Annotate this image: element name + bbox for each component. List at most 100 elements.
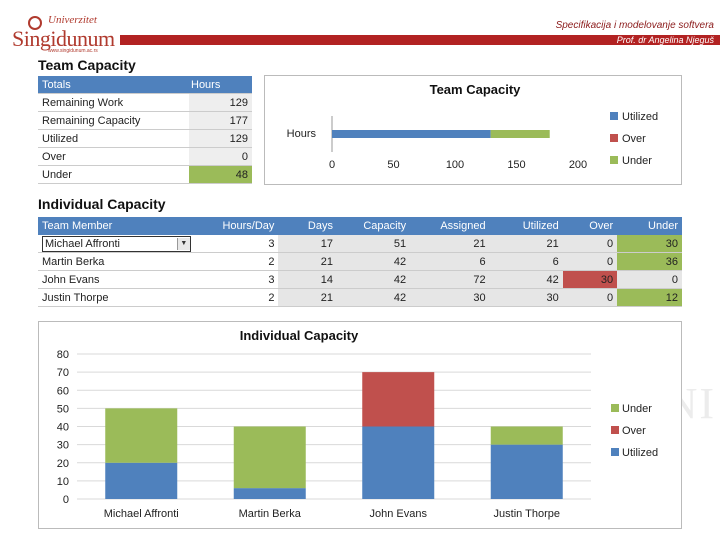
table-row: John Evans 3 14 42 72 42 30 0 bbox=[38, 270, 682, 289]
logo-top-text: Univerzitet bbox=[48, 14, 97, 26]
totals-row-value: 48 bbox=[189, 165, 252, 184]
member-name: Justin Thorpe bbox=[42, 291, 109, 304]
bar-utilized bbox=[233, 488, 306, 499]
university-logo: Univerzitet Singidunum www.singidunum.ac… bbox=[10, 14, 120, 54]
y-tick-label: 10 bbox=[57, 476, 69, 488]
days-cell: 14 bbox=[278, 270, 337, 289]
legend-label: Utilized bbox=[622, 447, 658, 459]
hours-day-cell: 3 bbox=[194, 270, 279, 289]
individual-capacity-title: Individual Capacity bbox=[38, 196, 166, 212]
bar-utilized bbox=[332, 130, 491, 138]
bar-utilized bbox=[490, 444, 563, 499]
table-row: Justin Thorpe 2 21 42 30 30 0 12 bbox=[38, 288, 682, 307]
hours-day-cell: 2 bbox=[194, 252, 279, 271]
y-tick-label: 30 bbox=[57, 440, 69, 452]
legend-label: Under bbox=[622, 155, 652, 167]
hours-day-cell: 2 bbox=[194, 288, 279, 307]
header-title: Specifikacija i modelovanje softvera bbox=[555, 20, 714, 31]
individual-table: Team Member Hours/Day Days Capacity Assigned… bbox=[38, 217, 682, 307]
assigned-cell: 30 bbox=[410, 288, 490, 307]
totals-header-value: Hours bbox=[189, 76, 252, 94]
column-header: Assigned bbox=[410, 217, 490, 235]
utilized-cell: 6 bbox=[489, 252, 563, 271]
x-tick-label: 150 bbox=[507, 159, 525, 171]
bar-under bbox=[233, 426, 306, 489]
totals-row: Under 48 bbox=[38, 165, 252, 184]
totals-row: Remaining Work 129 bbox=[38, 93, 252, 112]
under-cell: 0 bbox=[617, 270, 682, 289]
team-member-dropdown[interactable]: Michael Affronti ▼ bbox=[42, 235, 191, 252]
y-tick-label: 70 bbox=[57, 367, 69, 379]
legend-label: Over bbox=[622, 133, 646, 145]
capacity-cell: 51 bbox=[336, 235, 411, 253]
over-cell: 0 bbox=[562, 288, 618, 307]
over-cell: 0 bbox=[562, 235, 618, 253]
bar-under bbox=[490, 130, 550, 138]
y-tick-label: 0 bbox=[63, 494, 69, 506]
individual-header-row: Team Member Hours/Day Days Capacity Assigned… bbox=[38, 217, 682, 235]
assigned-cell: 6 bbox=[410, 252, 490, 271]
legend-label: Utilized bbox=[622, 111, 658, 123]
chevron-down-icon[interactable]: ▼ bbox=[176, 237, 190, 250]
team-chart-svg: Hours 0 50 100 150 200 Utilized Over Under bbox=[287, 111, 658, 171]
category-label: Hours bbox=[287, 128, 317, 140]
capacity-cell: 42 bbox=[336, 288, 411, 307]
legend-swatch bbox=[610, 112, 618, 120]
totals-header-label: Totals bbox=[38, 76, 189, 94]
legend-label: Under bbox=[622, 403, 652, 415]
capacity-cell: 42 bbox=[336, 270, 411, 289]
legend-swatch bbox=[610, 134, 618, 142]
column-header: Team Member bbox=[38, 217, 195, 235]
header-subtitle: Prof. dr Angelina Njeguš bbox=[616, 35, 714, 45]
y-tick-label: 40 bbox=[57, 422, 69, 434]
team-capacity-chart: Team Capacity Hours 0 50 100 150 200 Utilized O… bbox=[264, 75, 682, 185]
seal-icon bbox=[28, 16, 42, 30]
y-tick-label: 80 bbox=[57, 349, 69, 361]
under-cell: 36 bbox=[617, 252, 682, 271]
days-cell: 21 bbox=[278, 288, 337, 307]
header-bar bbox=[120, 35, 720, 45]
x-tick-label: Martin Berka bbox=[239, 508, 302, 520]
team-chart-title: Team Capacity bbox=[429, 82, 521, 97]
totals-row: Utilized 129 bbox=[38, 129, 252, 148]
days-cell: 21 bbox=[278, 252, 337, 271]
individual-chart-title: Individual Capacity bbox=[239, 328, 359, 343]
bar-under bbox=[490, 426, 563, 445]
y-tick-label: 20 bbox=[57, 458, 69, 470]
y-tick-label: 50 bbox=[57, 403, 69, 415]
member-cell[interactable]: Michael Affronti ▼ bbox=[38, 235, 195, 253]
column-header: Under bbox=[617, 217, 682, 235]
bar-utilized bbox=[105, 462, 178, 499]
x-tick-label: 0 bbox=[329, 159, 335, 171]
x-tick-label: Justin Thorpe bbox=[494, 508, 560, 520]
totals-row-label: Remaining Capacity bbox=[38, 111, 189, 130]
bar-under bbox=[105, 408, 178, 463]
totals-row-label: Remaining Work bbox=[38, 93, 189, 112]
column-header: Hours/Day bbox=[194, 217, 279, 235]
table-row: Martin Berka 2 21 42 6 6 0 36 bbox=[38, 252, 682, 271]
x-tick-label: 50 bbox=[387, 159, 399, 171]
totals-row-label: Utilized bbox=[38, 129, 189, 148]
column-header: Utilized bbox=[489, 217, 563, 235]
individual-chart-svg: 0 10 20 30 40 50 60 70 80 Michael Affronti Martin … bbox=[57, 349, 658, 520]
capacity-cell: 42 bbox=[336, 252, 411, 271]
totals-row-value: 0 bbox=[189, 147, 252, 166]
totals-table: Totals Hours Remaining Work 129 Remaining … bbox=[38, 76, 252, 184]
hours-day-cell: 3 bbox=[194, 235, 279, 253]
legend-swatch bbox=[611, 426, 619, 434]
totals-row-label: Over bbox=[38, 147, 189, 166]
logo-url: www.singidunum.ac.rs bbox=[48, 48, 98, 54]
under-cell: 12 bbox=[617, 288, 682, 307]
x-tick-label: 200 bbox=[569, 159, 587, 171]
totals-row-value: 129 bbox=[189, 93, 252, 112]
legend-label: Over bbox=[622, 425, 646, 437]
column-header: Capacity bbox=[336, 217, 411, 235]
member-name: John Evans bbox=[42, 273, 100, 286]
legend-swatch bbox=[611, 404, 619, 412]
days-cell: 17 bbox=[278, 235, 337, 253]
bar-utilized bbox=[362, 426, 435, 499]
totals-header-row: Totals Hours bbox=[38, 76, 252, 94]
utilized-cell: 21 bbox=[489, 235, 563, 253]
x-tick-label: Michael Affronti bbox=[104, 508, 179, 520]
over-cell: 30 bbox=[562, 270, 618, 289]
